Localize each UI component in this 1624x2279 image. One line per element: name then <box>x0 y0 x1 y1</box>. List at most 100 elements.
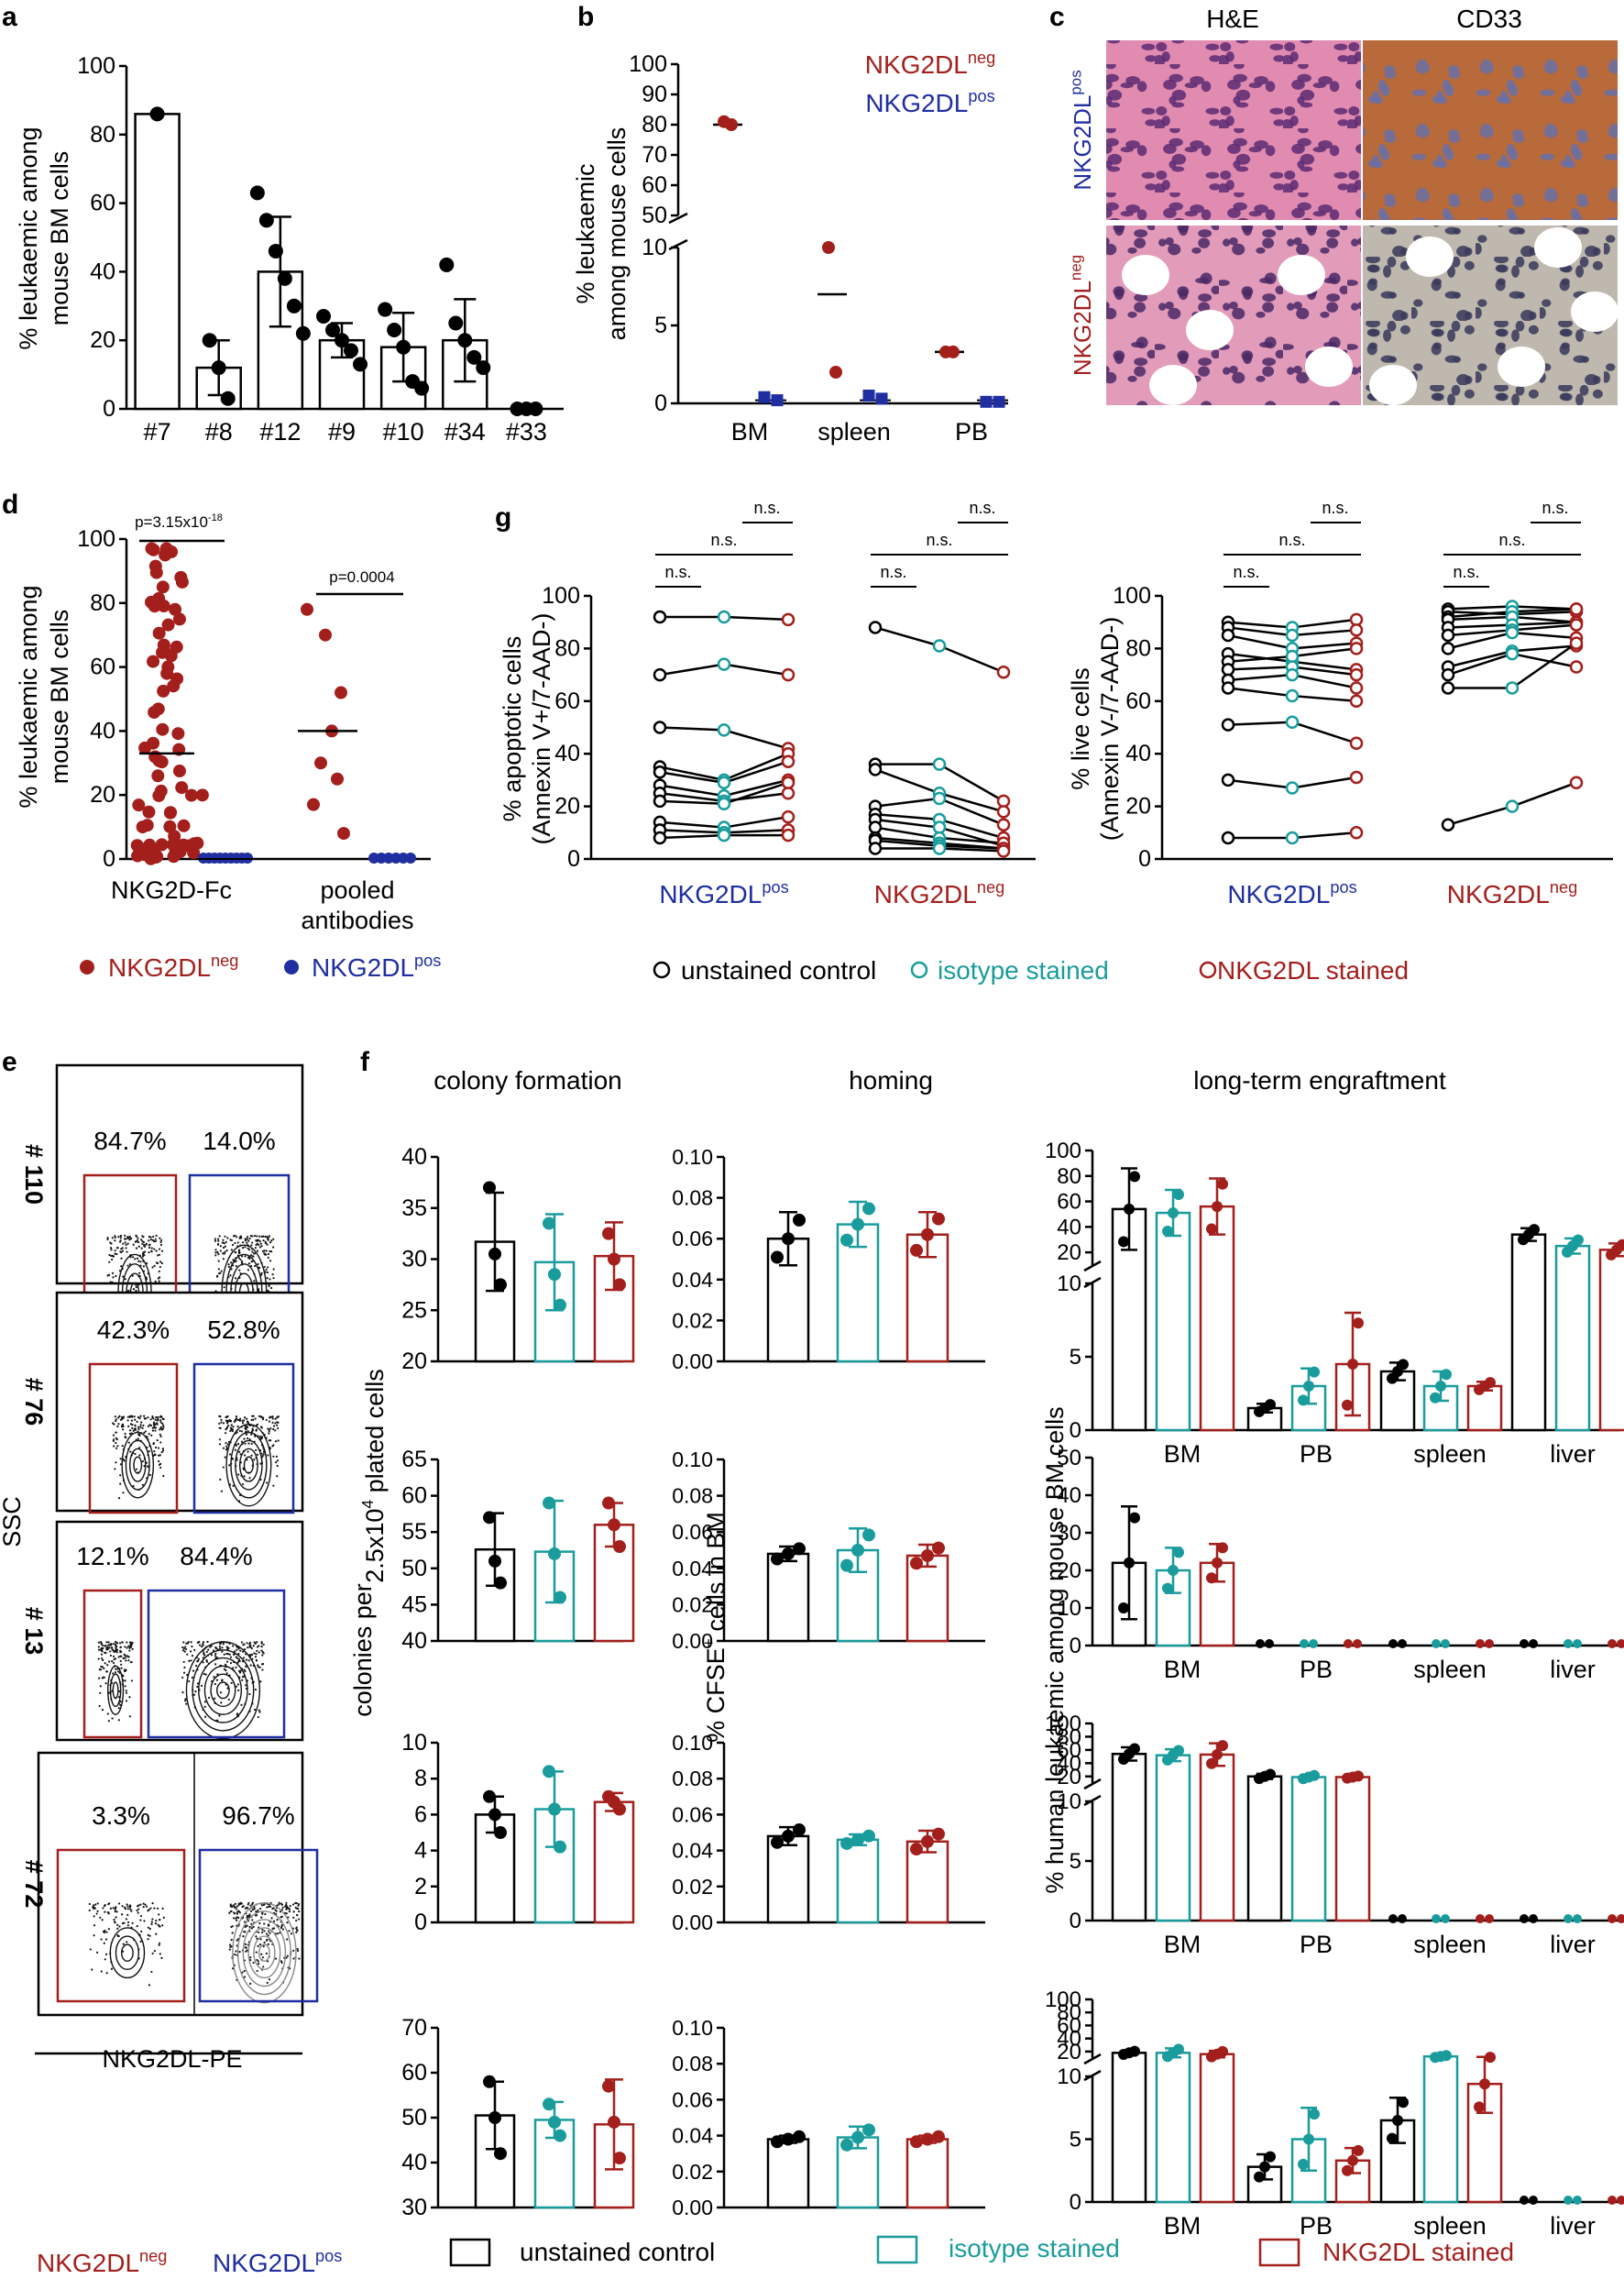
event-dot <box>225 1669 227 1672</box>
bar <box>766 2138 810 2209</box>
y-tick-label: 6 <box>414 1801 427 1827</box>
event-dot <box>210 1645 213 1647</box>
data-point <box>781 828 796 842</box>
paired-line <box>723 778 789 798</box>
event-dot <box>191 1655 194 1657</box>
event-dot <box>217 1268 220 1271</box>
event-dot <box>126 1941 128 1943</box>
event-dot <box>255 1951 258 1954</box>
event-dot <box>258 1666 261 1668</box>
event-dot <box>236 1919 238 1922</box>
panel-letter-e: e <box>2 1047 17 1077</box>
event-dot <box>184 1698 187 1701</box>
legend-label: NKG2DL stained <box>1217 956 1409 985</box>
data-point <box>1398 1639 1407 1648</box>
event-dot <box>251 1429 255 1432</box>
event-dot <box>147 1910 149 1912</box>
event-dot <box>160 1239 163 1241</box>
data-point <box>1298 2158 1309 2170</box>
event-dot <box>122 1675 125 1678</box>
event-dot <box>247 1659 250 1662</box>
data-point <box>932 2130 945 2143</box>
label-sup: + <box>699 1638 718 1647</box>
bar <box>1111 2052 1147 2204</box>
event-dot <box>126 1924 129 1927</box>
event-dot <box>118 1415 121 1417</box>
event-dot <box>159 1466 162 1470</box>
legend-neg: NKG2DLneg <box>108 952 238 982</box>
data-point <box>613 2152 626 2165</box>
y-tick-label: 100 <box>1045 1987 1081 2012</box>
sample-label: # 72 <box>20 1860 48 1909</box>
event-dot <box>285 1901 288 1904</box>
event-dot <box>242 1247 245 1250</box>
y-tick-label: 10 <box>642 235 667 260</box>
event-dot <box>132 1429 135 1432</box>
data-point <box>1309 2108 1320 2120</box>
event-dot <box>235 1415 238 1418</box>
event-dot <box>109 1654 113 1657</box>
data-point <box>653 831 667 845</box>
event-dot <box>119 1235 122 1238</box>
event-dot <box>236 1648 238 1651</box>
data-point <box>1485 1377 1496 1389</box>
y-tick-label: 60 <box>1125 688 1151 714</box>
event-dot <box>260 1272 263 1274</box>
event-dot <box>237 1910 240 1912</box>
event-dot <box>230 1268 233 1271</box>
event-dot <box>262 1945 265 1948</box>
event-dot <box>141 1255 145 1258</box>
fat-vacuole <box>1149 365 1197 405</box>
data-point <box>157 684 170 698</box>
event-dot <box>218 1647 222 1650</box>
event-dot <box>185 1702 188 1705</box>
event-dot <box>223 1653 225 1656</box>
y-tick-label: 20 <box>1057 1558 1081 1583</box>
event-dot <box>159 1433 161 1436</box>
fat-vacuole <box>1186 310 1234 350</box>
event-dot <box>96 1910 99 1912</box>
label-sup: pos <box>414 952 441 970</box>
event-dot <box>253 1234 257 1238</box>
x-tick-label: spleen <box>1413 2212 1487 2240</box>
y-tick-label: 80 <box>90 590 115 616</box>
event-dot <box>266 1271 269 1274</box>
event-dot <box>269 1260 272 1262</box>
event-dot <box>125 1243 127 1246</box>
event-dot <box>220 1418 223 1421</box>
x-tick-label: NKG2DLpos <box>659 878 788 908</box>
paired-line <box>938 797 1004 826</box>
event-dot <box>221 1650 224 1653</box>
event-dot <box>233 1911 236 1914</box>
event-dot <box>296 1947 299 1951</box>
label-main: NKG2DL <box>1447 880 1550 908</box>
event-dot <box>243 1647 247 1651</box>
event-dot <box>259 1680 262 1683</box>
event-dot <box>260 1916 263 1919</box>
event-dot <box>115 1431 117 1434</box>
event-dot <box>265 1250 268 1252</box>
event-dot <box>141 1460 144 1463</box>
x-tick-label: #10 <box>383 418 424 446</box>
event-dot <box>292 1949 295 1952</box>
event-dot <box>258 1239 261 1243</box>
event-dot <box>250 1442 253 1446</box>
event-dot <box>148 1433 150 1436</box>
event-dot <box>222 1643 225 1646</box>
data-point <box>782 1547 795 1560</box>
event-dot <box>134 1258 137 1261</box>
paired-line <box>1511 644 1577 653</box>
paired-line <box>938 836 1004 845</box>
event-dot <box>130 1910 133 1912</box>
event-dot <box>126 1237 129 1239</box>
event-dot <box>161 1422 164 1425</box>
paired-line <box>1511 652 1577 668</box>
event-dot <box>182 1660 185 1664</box>
event-dot <box>110 1646 113 1649</box>
event-dot <box>148 1984 151 1987</box>
event-dot <box>128 1904 132 1907</box>
event-dot <box>261 1928 264 1932</box>
y-tick-label: 10 <box>401 1730 427 1756</box>
event-dot <box>126 1419 129 1422</box>
